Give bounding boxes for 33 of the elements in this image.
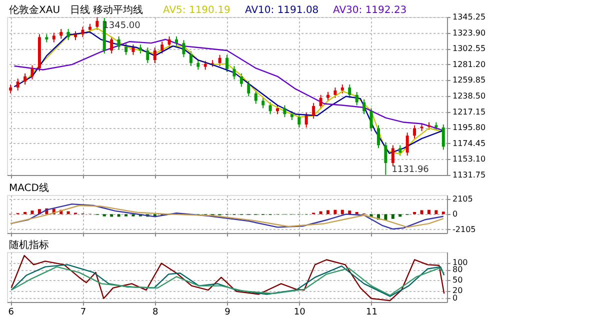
y-tick-label: 1345.25 xyxy=(452,12,486,22)
y-tick-label: 1281.20 xyxy=(452,60,486,69)
y-tick-label: 1217.15 xyxy=(452,107,486,116)
y-tick-label: -2105 xyxy=(452,224,476,234)
x-tick-label: 7 xyxy=(80,308,86,318)
text: AV30: 1192.23 xyxy=(333,5,407,16)
x-tick-label: 11 xyxy=(366,308,378,318)
y-tick-label: 1195.80 xyxy=(452,123,486,132)
y-tick-label: 20 xyxy=(452,286,463,296)
y-tick-label: 1238.50 xyxy=(452,92,486,100)
y-tick-label: 100 xyxy=(452,258,468,268)
y-tick-label: 2105 xyxy=(452,194,473,204)
x-tick-label: 8 xyxy=(152,308,158,318)
y-tick-label: 1259.85 xyxy=(452,76,486,85)
y-tick-label: 1153.10 xyxy=(452,154,486,164)
chart-subtitle: 日线 移动平均线 xyxy=(70,4,144,16)
y-tick-label: 1323.90 xyxy=(452,28,486,38)
y-tick-label: 50 xyxy=(452,276,463,285)
y-tick-label: 1174.45 xyxy=(452,138,486,148)
y-tick-label: 0 xyxy=(452,210,458,219)
y-tick-label: 0 xyxy=(452,293,458,302)
x-tick-label: 9 xyxy=(224,308,231,318)
y-tick-label: 1302.55 xyxy=(452,44,486,54)
y-tick-label: 1131.75 xyxy=(452,170,486,180)
text: AV10: 1191.08 xyxy=(245,5,319,16)
x-tick-label: 6 xyxy=(8,308,14,318)
annotation: 1131.96 xyxy=(392,164,430,175)
x-tick-label: 10 xyxy=(294,308,306,318)
y-tick-label: 80 xyxy=(452,265,463,274)
chart-title: 伦敦金XAU xyxy=(9,4,60,16)
chart-title: MACD线 xyxy=(9,182,49,194)
chart-title: 随机指标 xyxy=(9,239,49,251)
text: AV5: 1190.19 xyxy=(163,5,230,16)
